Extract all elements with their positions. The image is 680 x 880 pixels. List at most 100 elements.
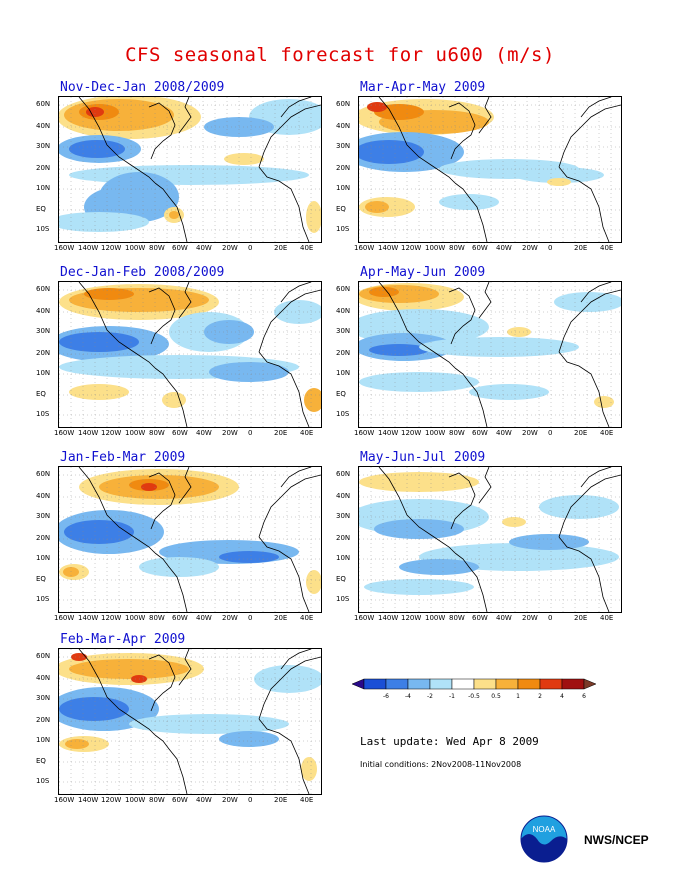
anomaly-region — [304, 388, 321, 412]
lon-tick-label: 160W — [354, 614, 375, 622]
forecast-map — [358, 466, 622, 613]
lat-tick-label: 10S — [336, 225, 350, 233]
lon-tick-label: 20W — [522, 429, 538, 437]
colorbar-tick-label: -2 — [427, 693, 433, 700]
panel-title: Apr-May-Jun 2009 — [360, 265, 486, 280]
lon-tick-label: 60W — [172, 614, 188, 622]
lon-tick-label: 60W — [172, 429, 188, 437]
lon-tick-label: 40W — [196, 244, 212, 252]
lon-tick-label: 100W — [425, 614, 446, 622]
lon-tick-label: 80W — [149, 614, 165, 622]
anomaly-region — [469, 384, 549, 400]
initial-conditions-text: Initial conditions: 2Nov2008-11Nov2008 — [360, 760, 522, 769]
lon-tick-label: 80W — [149, 429, 165, 437]
lat-tick-label: 60N — [336, 100, 351, 108]
lon-tick-label: 20E — [274, 429, 288, 437]
panel-title: Nov-Dec-Jan 2008/2009 — [60, 80, 225, 95]
anomaly-region — [547, 178, 571, 186]
lon-tick-label: 40W — [196, 614, 212, 622]
colorbar-segment — [407, 678, 431, 690]
coastline — [580, 282, 612, 303]
lon-tick-label: 40E — [600, 614, 614, 622]
lon-tick-label: 20E — [574, 614, 588, 622]
lat-tick-label: 10N — [36, 184, 51, 192]
forecast-map — [358, 281, 622, 428]
coastline — [454, 552, 488, 612]
lon-tick-label: 20W — [222, 796, 238, 804]
lon-tick-label: 40E — [300, 796, 314, 804]
lat-tick-label: 20N — [336, 164, 351, 172]
coastline — [154, 552, 188, 612]
colorbar-segment — [473, 678, 497, 690]
coastline — [580, 97, 612, 118]
colorbar-segment — [352, 678, 365, 690]
anomaly-region — [59, 212, 149, 232]
anomaly-region — [539, 495, 619, 519]
lon-tick-label: 160W — [354, 429, 375, 437]
coastline — [280, 649, 312, 670]
lat-tick-label: 20N — [336, 534, 351, 542]
map-canvas — [59, 97, 321, 242]
lon-tick-label: 160W — [54, 244, 75, 252]
lon-tick-label: 160W — [54, 614, 75, 622]
coastline — [558, 166, 610, 242]
anomaly-region — [365, 201, 389, 213]
logo-text: NOAA — [533, 825, 556, 834]
lon-tick-label: 160W — [354, 244, 375, 252]
map-canvas — [59, 282, 321, 427]
lon-tick-label: 160W — [54, 429, 75, 437]
colorbar-tick-label: 2 — [538, 693, 542, 700]
colorbar-tick-label: 1 — [516, 693, 520, 700]
lat-tick-label: 10N — [336, 184, 351, 192]
anomaly-region — [439, 194, 499, 210]
anomaly-region — [169, 211, 179, 219]
lon-tick-label: 140W — [78, 244, 99, 252]
lon-tick-label: 140W — [78, 796, 99, 804]
coastline — [378, 97, 456, 184]
coastline — [580, 467, 612, 488]
lat-tick-label: 60N — [36, 652, 51, 660]
lat-tick-label: 20N — [336, 349, 351, 357]
noaa-logo: NOAA — [520, 815, 568, 863]
lon-tick-label: 40W — [196, 429, 212, 437]
coastline — [454, 182, 488, 242]
lon-tick-label: 0 — [548, 429, 553, 437]
colorbar-segment — [495, 678, 519, 690]
colorbar-segment — [517, 678, 541, 690]
lon-tick-label: 40W — [496, 244, 512, 252]
lon-tick-label: 120W — [401, 429, 422, 437]
lon-tick-label: 40E — [300, 429, 314, 437]
lat-tick-label: 10S — [336, 410, 350, 418]
lat-tick-label: 10N — [336, 369, 351, 377]
lat-tick-label: 10S — [36, 410, 50, 418]
panel-title: Feb-Mar-Apr 2009 — [60, 632, 186, 647]
lat-tick-label: 10S — [36, 225, 50, 233]
lat-tick-label: 30N — [36, 327, 51, 335]
coastline — [148, 287, 176, 345]
lat-tick-label: 40N — [336, 307, 351, 315]
lon-tick-label: 40W — [496, 614, 512, 622]
coastline — [258, 104, 321, 168]
coastline — [154, 734, 188, 794]
lat-tick-label: EQ — [36, 205, 46, 213]
coastline — [178, 282, 192, 319]
colorbar-segment — [363, 678, 387, 690]
colorbar-segment — [429, 678, 453, 690]
coastline — [154, 367, 188, 427]
map-canvas — [359, 467, 621, 612]
lat-tick-label: 30N — [336, 142, 351, 150]
lat-tick-label: EQ — [336, 390, 346, 398]
lon-tick-label: 60W — [472, 614, 488, 622]
colorbar-segment — [451, 678, 475, 690]
coastline — [448, 287, 476, 345]
coastline — [558, 474, 621, 538]
lon-tick-label: 40W — [196, 796, 212, 804]
lat-tick-label: 30N — [336, 327, 351, 335]
coastline — [258, 351, 310, 427]
lat-tick-label: 40N — [336, 122, 351, 130]
lon-tick-label: 140W — [378, 244, 399, 252]
colorbar: -6 -4 -2 -1 -0.5 0.5 1 2 4 6 — [352, 678, 597, 700]
anomaly-region — [59, 697, 129, 721]
coastline — [258, 536, 310, 612]
lon-tick-label: 120W — [101, 614, 122, 622]
